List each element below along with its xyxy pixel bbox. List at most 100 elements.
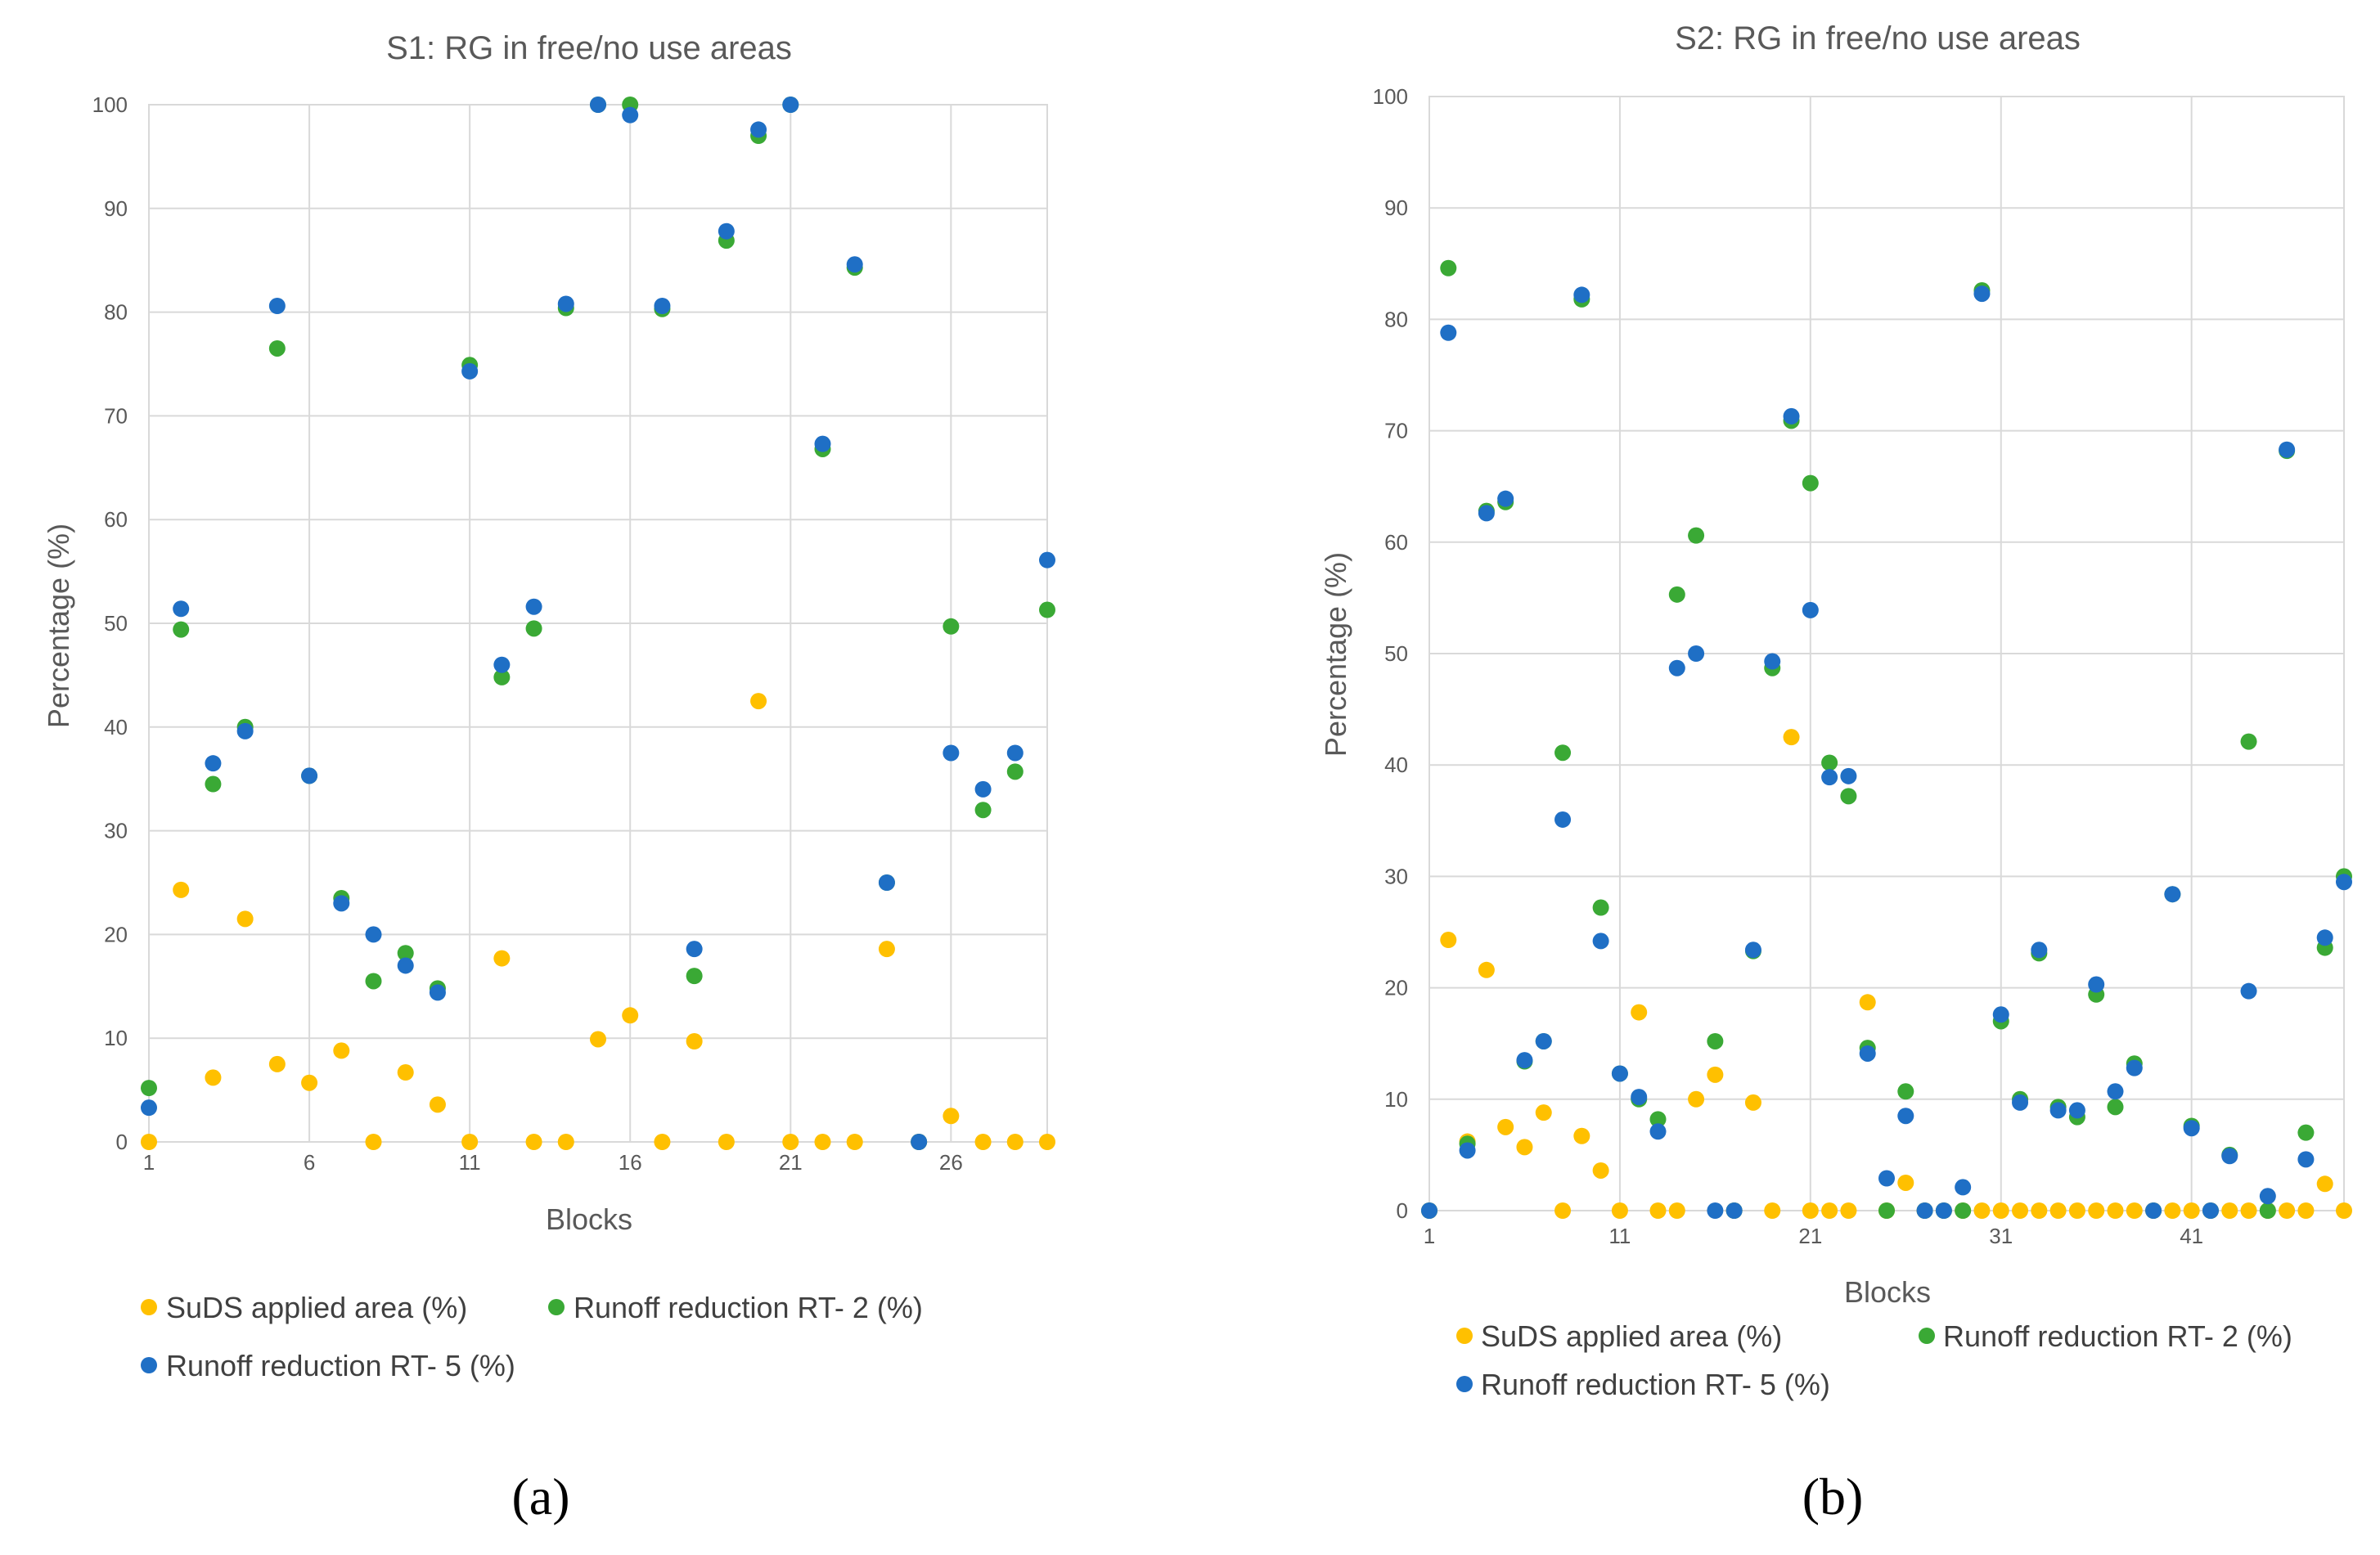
legend-marker-suds-b (1456, 1328, 1473, 1344)
point-suds-b (1649, 1202, 1667, 1219)
point-suds-a (301, 1074, 318, 1091)
point-suds-b (2279, 1202, 2296, 1219)
y-tick-label: 30 (1384, 864, 1408, 888)
y-axis-label-b: Percentage (%) (1319, 552, 1352, 757)
point-rt5-a (590, 97, 606, 113)
point-rt2-a (365, 973, 382, 990)
point-rt2-b (1592, 899, 1609, 916)
gridlines-b (1428, 96, 2344, 1211)
y-tick-label: 100 (92, 92, 128, 117)
x-tick-label: 6 (304, 1150, 315, 1175)
y-tick-label: 80 (104, 300, 128, 325)
point-rt2-a (525, 620, 542, 637)
point-rt5-b (2336, 874, 2352, 891)
x-tick-label: 26 (939, 1150, 963, 1175)
point-suds-a (525, 1134, 542, 1150)
point-rt5-b (1707, 1202, 1724, 1219)
point-rt5-b (1878, 1170, 1895, 1187)
point-suds-a (365, 1134, 382, 1150)
point-rt2-b (2297, 1124, 2315, 1141)
point-rt5-a (686, 941, 703, 958)
point-rt5-a (301, 767, 318, 784)
legend-marker-rt5-a (141, 1357, 157, 1373)
point-rt5-a (718, 222, 735, 240)
point-rt5-b (1935, 1202, 1952, 1219)
y-tick-label: 10 (1384, 1087, 1408, 1112)
legend-marker-suds-a (141, 1299, 157, 1315)
point-rt5-a (622, 106, 639, 124)
point-suds-b (2068, 1202, 2085, 1219)
point-suds-b (1688, 1090, 1705, 1108)
y-tick-label: 30 (104, 819, 128, 843)
point-rt5-b (1783, 407, 1800, 425)
point-rt5-b (2202, 1202, 2219, 1219)
point-rt5-a (493, 656, 511, 673)
y-tick-label: 90 (104, 196, 128, 221)
point-rt5-a (525, 598, 542, 615)
point-rt5-a (268, 297, 286, 314)
point-rt5-b (1764, 653, 1781, 670)
point-suds-a (1039, 1134, 1055, 1150)
point-rt2-b (1668, 586, 1685, 603)
point-suds-b (2164, 1202, 2181, 1219)
legend-label-rt2-a: Runoff reduction RT- 2 (%) (574, 1291, 923, 1324)
point-suds-b (1973, 1202, 1991, 1219)
point-rt5-b (1668, 659, 1685, 676)
point-rt5-a (846, 256, 863, 273)
point-rt5-b (2107, 1083, 2124, 1100)
y-tick-label: 70 (104, 403, 128, 428)
chart-panel-a: S1: RG in free/no use areas Percentage (… (42, 30, 1055, 1526)
point-rt5-b (2126, 1059, 2143, 1076)
point-suds-a (943, 1108, 960, 1125)
point-rt5-b (2145, 1202, 2162, 1219)
legend-marker-rt5-b (1456, 1376, 1473, 1392)
point-suds-b (1764, 1202, 1781, 1219)
point-rt5-a (814, 435, 831, 452)
point-rt5-a (429, 984, 446, 1001)
point-suds-b (1631, 1004, 1648, 1021)
point-rt5-a (557, 295, 574, 312)
point-rt2-a (493, 668, 511, 685)
x-tick-label: 1 (143, 1150, 155, 1175)
y-tick-label: 60 (104, 507, 128, 532)
point-rt2-a (205, 775, 222, 793)
point-rt5-a (782, 97, 799, 113)
point-rt5-b (1840, 767, 1857, 784)
point-suds-b (1668, 1202, 1685, 1219)
point-suds-b (1859, 994, 1876, 1011)
point-suds-b (1592, 1162, 1609, 1179)
legend-label-rt5-a: Runoff reduction RT- 5 (%) (166, 1349, 515, 1382)
point-suds-a (333, 1042, 350, 1059)
point-rt2-b (1878, 1202, 1895, 1219)
y-tick-label: 40 (104, 715, 128, 739)
point-suds-b (2297, 1202, 2315, 1219)
point-rt5-a (365, 926, 382, 943)
point-rt2-b (1649, 1111, 1667, 1128)
point-rt5-b (2164, 886, 2181, 903)
y-tick-label: 60 (1384, 530, 1408, 555)
point-suds-a (205, 1069, 222, 1086)
point-suds-b (2240, 1202, 2257, 1219)
point-rt5-b (2088, 976, 2105, 993)
point-rt5-a (943, 744, 960, 762)
point-suds-b (1897, 1174, 1914, 1191)
x-tick-label: 1 (1424, 1224, 1435, 1248)
data-points-a (141, 97, 1055, 1150)
point-rt5-a (333, 895, 350, 912)
point-rt5-b (2279, 441, 2296, 458)
point-suds-a (236, 910, 254, 928)
point-suds-b (1440, 932, 1457, 949)
point-rt5-a (173, 600, 190, 618)
point-rt5-b (2049, 1102, 2067, 1119)
point-suds-a (718, 1134, 735, 1150)
point-suds-b (2031, 1202, 2048, 1219)
y-tick-label: 50 (104, 611, 128, 636)
point-suds-a (974, 1134, 992, 1150)
point-rt2-b (1440, 259, 1457, 276)
y-tick-label: 40 (1384, 753, 1408, 777)
legend-a: SuDS applied area (%) Runoff reduction R… (141, 1291, 923, 1382)
x-tick-label: 31 (1989, 1224, 2013, 1248)
y-tick-label: 0 (1397, 1198, 1408, 1223)
